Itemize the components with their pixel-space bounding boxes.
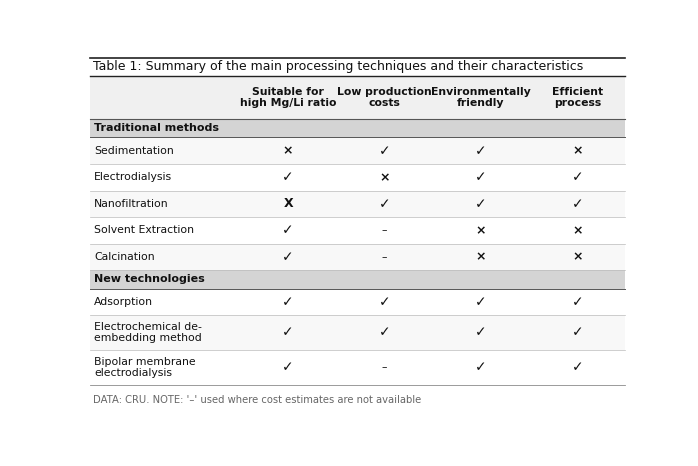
Text: ✓: ✓ [379,144,390,158]
Text: ✓: ✓ [572,197,583,211]
Text: Environmentally
friendly: Environmentally friendly [431,87,530,109]
Text: ×: × [572,251,583,263]
Text: Electrochemical de-
embedding method: Electrochemical de- embedding method [94,322,202,343]
Text: X: X [283,197,293,210]
Text: Solvent Extraction: Solvent Extraction [94,226,194,235]
Text: ✓: ✓ [379,197,390,211]
Text: ✓: ✓ [282,223,294,237]
Text: Efficient
process: Efficient process [551,87,603,109]
Text: Adsorption: Adsorption [94,297,154,307]
Text: ×: × [379,171,389,184]
Text: ×: × [475,224,486,237]
Text: ✓: ✓ [475,360,487,374]
Text: ✓: ✓ [282,170,294,184]
Bar [90,244,625,270]
Text: ✓: ✓ [282,295,294,309]
Text: Table 1: Summary of the main processing techniques and their characteristics: Table 1: Summary of the main processing … [93,61,583,73]
Text: ×: × [475,251,486,263]
Text: ✓: ✓ [572,295,583,309]
Text: ✓: ✓ [379,295,390,309]
Bar [90,270,625,288]
Text: Nanofiltration: Nanofiltration [94,199,169,209]
Bar [90,119,625,137]
Text: Bipolar membrane
electrodialysis: Bipolar membrane electrodialysis [94,356,196,378]
Bar [90,137,625,164]
Text: Traditional methods: Traditional methods [94,123,219,133]
Text: ✓: ✓ [572,326,583,340]
Text: DATA: CRU. NOTE: '–' used where cost estimates are not available: DATA: CRU. NOTE: '–' used where cost est… [93,395,421,405]
Text: ✓: ✓ [379,326,390,340]
Text: ✓: ✓ [475,144,487,158]
Text: Electrodialysis: Electrodialysis [94,172,172,182]
Text: Calcination: Calcination [94,252,155,262]
Bar [90,315,625,350]
Text: Low production
costs: Low production costs [337,87,432,109]
Text: –: – [382,252,387,262]
Text: ✓: ✓ [475,170,487,184]
Bar [90,164,625,191]
Text: ✓: ✓ [282,360,294,374]
Text: –: – [382,226,387,235]
Text: Sedimentation: Sedimentation [94,146,174,156]
Text: ×: × [572,144,583,157]
Text: ✓: ✓ [475,326,487,340]
Text: ×: × [283,144,293,157]
Bar [90,191,625,217]
Text: ✓: ✓ [572,170,583,184]
Text: ✓: ✓ [282,250,294,264]
Text: –: – [382,363,387,372]
Text: ✓: ✓ [282,326,294,340]
Bar [90,288,625,315]
Text: ×: × [572,224,583,237]
Text: New technologies: New technologies [94,274,205,284]
Text: Suitable for
high Mg/Li ratio: Suitable for high Mg/Li ratio [240,87,336,109]
Text: ✓: ✓ [475,295,487,309]
Text: ✓: ✓ [572,360,583,374]
Bar [90,217,625,244]
Text: ✓: ✓ [475,197,487,211]
Bar [90,350,625,385]
